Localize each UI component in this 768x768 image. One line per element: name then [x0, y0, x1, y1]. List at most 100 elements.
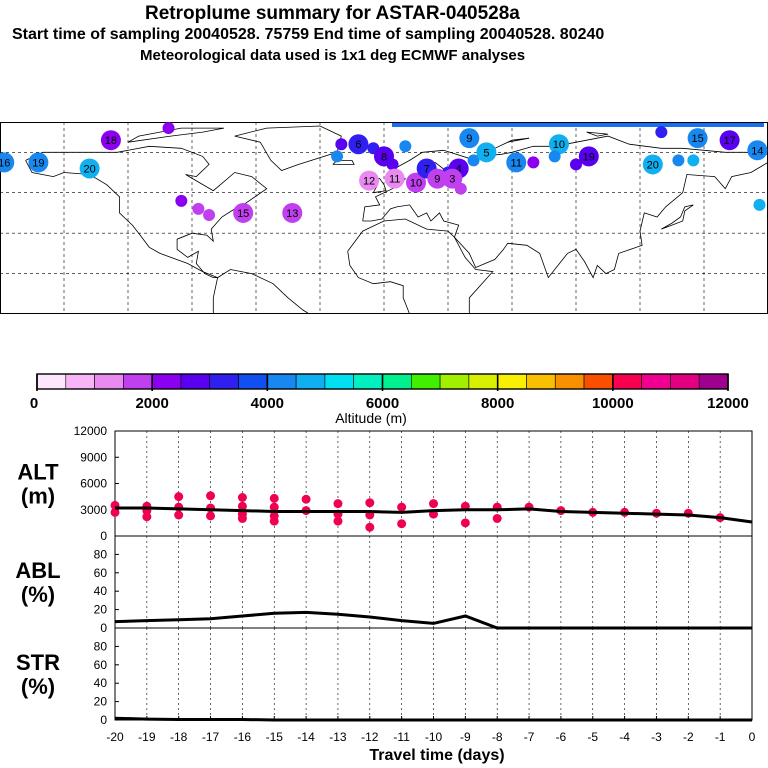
altitude-point [269, 493, 279, 503]
x-tick-label: -1 [715, 730, 726, 744]
x-tick-label: -5 [587, 730, 598, 744]
plume-cluster-marker [282, 202, 303, 223]
y-tick-label: 60 [94, 658, 108, 672]
plume-cluster: 12 [359, 170, 380, 191]
plume-cluster: 6 [348, 134, 369, 155]
plume-cluster-marker [79, 158, 100, 179]
plume-cluster-marker [747, 140, 768, 161]
x-tick-label: -16 [234, 730, 252, 744]
colorbar-swatch [439, 373, 470, 390]
colorbar-swatch [209, 373, 239, 390]
plume-cluster-marker [578, 146, 599, 167]
y-tick-label: 9000 [80, 450, 107, 464]
colorbar-tick-label: 12000 [707, 395, 749, 412]
plume-cluster-label: 10 [553, 139, 565, 151]
plume-cluster-marker [687, 154, 700, 167]
plume-cluster-marker [359, 170, 380, 191]
plume-cluster-marker [331, 150, 344, 163]
plume-cluster-marker [427, 168, 448, 189]
plume-cluster-marker [386, 158, 399, 171]
colorbar-swatch [267, 373, 297, 390]
plume-cluster-marker [655, 126, 668, 139]
plume-cluster-label: 15 [691, 133, 703, 145]
colorbar-swatch [295, 373, 326, 390]
colorbar-label: Altitude (m) [335, 410, 407, 426]
plume-cluster-marker [28, 152, 49, 173]
plume-cluster-marker [203, 208, 216, 221]
plume-cluster: 9 [459, 128, 480, 149]
colorbar-tick-label: 6000 [366, 395, 399, 412]
plume-cluster: 5 [476, 142, 497, 163]
plume-cluster-label: 11 [511, 157, 522, 169]
plume-cluster-marker [672, 154, 685, 167]
colorbar-swatch [123, 373, 153, 390]
colorbar-swatch [382, 373, 412, 390]
panel-abl: 0 20 40 60 80 ABL(%) [15, 535, 753, 635]
x-tick-label: -2 [683, 730, 694, 744]
plume-cluster: 15 [687, 128, 708, 149]
y-tick-label: 40 [94, 676, 108, 690]
plume-cluster-marker [476, 142, 497, 163]
x-axis-label: Travel time (days) [369, 747, 504, 764]
colorbar-swatch [468, 373, 498, 390]
y-tick-label: 20 [94, 695, 108, 709]
x-tick-label: -4 [619, 730, 630, 744]
map-coastline [362, 135, 768, 279]
altitude-point [429, 499, 438, 509]
series-line [115, 506, 753, 524]
plume-cluster-label: 3 [449, 174, 455, 186]
x-tick-label: -12 [361, 730, 379, 744]
plume-cluster-marker [399, 140, 412, 153]
plume-cluster [655, 126, 668, 139]
x-tick-label: -9 [460, 730, 471, 744]
plume-cluster: 14 [747, 140, 768, 161]
altitude-point [269, 502, 279, 512]
colorbar-swatch [65, 373, 95, 390]
plume-cluster-marker [162, 122, 175, 135]
altitude-point [237, 493, 247, 502]
plume-cluster-marker [548, 150, 561, 163]
colorbar-swatch [151, 373, 182, 390]
altitude-point [365, 522, 375, 532]
colorbar-swatch [353, 373, 383, 390]
y-tick-label: 80 [94, 547, 108, 561]
y-tick-label: 80 [94, 639, 108, 653]
map-coastline [347, 218, 494, 314]
altitude-point [365, 498, 375, 508]
plume-cluster-marker [570, 158, 582, 171]
plume-cluster [203, 208, 216, 221]
y-axis-label: (m) [21, 484, 55, 509]
y-axis-label: ALT [17, 460, 59, 485]
plume-cluster: 20 [642, 154, 663, 175]
plume-cluster-marker [687, 128, 708, 149]
panel-alt: 0 3000 6000 9000 12000 ALT(m) [17, 425, 753, 543]
plume-cluster [687, 154, 700, 167]
plume-cluster-label: 8 [381, 151, 387, 163]
plume-cluster [331, 150, 344, 163]
map-coastline [25, 145, 268, 279]
plume-cluster [454, 182, 467, 195]
colorbar-tick-label: 4000 [251, 395, 284, 412]
plume-cluster-marker [335, 138, 348, 151]
x-tick-label: -19 [138, 730, 156, 744]
plume-cluster: 16 [0, 152, 15, 173]
plume-cluster-marker [100, 130, 121, 151]
met-data-note: Meteorological data used is 1x1 deg ECMW… [140, 47, 526, 64]
map-coastline [127, 127, 225, 143]
plume-cluster-label: 19 [583, 151, 595, 163]
plume-cluster-label: 14 [751, 145, 763, 157]
plume-cluster-marker [753, 198, 766, 211]
altitude-point [237, 501, 247, 511]
y-tick-label: 0 [100, 529, 107, 543]
plume-cluster-label: 5 [483, 147, 489, 159]
colorbar-swatch [180, 373, 211, 390]
altitude-point [333, 516, 343, 526]
plume-cluster-marker [192, 202, 205, 215]
plume-cluster [527, 156, 540, 169]
x-tick-label: -7 [524, 730, 535, 744]
map-coastline [494, 137, 530, 149]
altitude-point [237, 514, 247, 523]
plume-cluster-label: 16 [0, 157, 10, 169]
plume-cluster [386, 158, 399, 171]
